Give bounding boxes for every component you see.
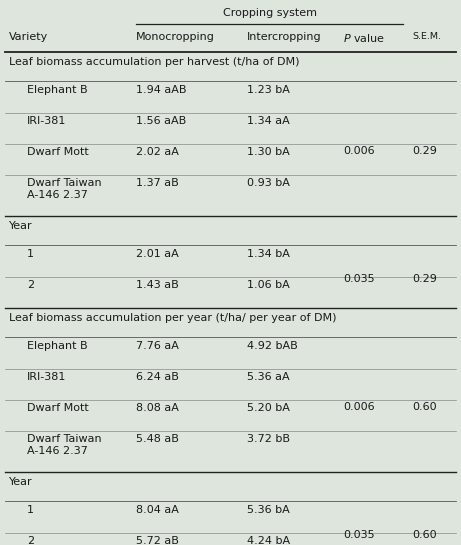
Text: 1.23 bA: 1.23 bA	[247, 85, 290, 95]
Text: 0.60: 0.60	[413, 402, 437, 411]
Text: 1.06 bA: 1.06 bA	[247, 280, 290, 290]
Text: 0.006: 0.006	[343, 402, 375, 411]
Text: Cropping system: Cropping system	[223, 8, 317, 18]
Text: 1.34 aA: 1.34 aA	[247, 116, 290, 126]
Text: $\it{P}$ value: $\it{P}$ value	[343, 32, 385, 44]
Text: Monocropping: Monocropping	[136, 32, 215, 42]
Text: 1.94 aAB: 1.94 aAB	[136, 85, 187, 95]
Text: 4.24 bA: 4.24 bA	[247, 536, 290, 545]
Text: 1.56 aAB: 1.56 aAB	[136, 116, 186, 126]
Text: 1: 1	[27, 505, 34, 515]
Text: 8.04 aA: 8.04 aA	[136, 505, 179, 515]
Text: 1: 1	[27, 249, 34, 259]
Text: Leaf biomass accumulation per harvest (t/ha of DM): Leaf biomass accumulation per harvest (t…	[9, 57, 300, 67]
Text: Dwarf Taiwan
A-146 2.37: Dwarf Taiwan A-146 2.37	[27, 178, 102, 199]
Text: 1.30 bA: 1.30 bA	[247, 147, 290, 157]
Text: 0.93 bA: 0.93 bA	[247, 178, 290, 188]
Text: Elephant B: Elephant B	[27, 85, 88, 95]
Text: Variety: Variety	[9, 32, 48, 42]
Text: Leaf biomass accumulation per year (t/ha/ per year of DM): Leaf biomass accumulation per year (t/ha…	[9, 313, 337, 323]
Text: Dwarf Mott: Dwarf Mott	[27, 147, 89, 157]
Text: 1.43 aB: 1.43 aB	[136, 280, 179, 290]
Text: 2: 2	[27, 280, 35, 290]
Text: 5.36 aA: 5.36 aA	[247, 372, 289, 382]
Text: 0.29: 0.29	[413, 274, 437, 283]
Text: 0.035: 0.035	[343, 530, 375, 540]
Text: 1.34 bA: 1.34 bA	[247, 249, 290, 259]
Text: Intercropping: Intercropping	[247, 32, 321, 42]
Text: Year: Year	[9, 221, 33, 231]
Text: Dwarf Taiwan
A-146 2.37: Dwarf Taiwan A-146 2.37	[27, 434, 102, 456]
Text: 0.60: 0.60	[413, 530, 437, 540]
Text: 5.36 bA: 5.36 bA	[247, 505, 290, 515]
Text: 7.76 aA: 7.76 aA	[136, 341, 179, 351]
Text: 0.006: 0.006	[343, 146, 375, 155]
Text: 4.92 bAB: 4.92 bAB	[247, 341, 297, 351]
Text: 2.01 aA: 2.01 aA	[136, 249, 179, 259]
Text: S.E.M.: S.E.M.	[413, 32, 442, 41]
Text: 6.24 aB: 6.24 aB	[136, 372, 179, 382]
Text: 2.02 aA: 2.02 aA	[136, 147, 179, 157]
Text: 1.37 aB: 1.37 aB	[136, 178, 179, 188]
Text: IRI-381: IRI-381	[27, 116, 66, 126]
Text: 3.72 bB: 3.72 bB	[247, 434, 290, 444]
Text: IRI-381: IRI-381	[27, 372, 66, 382]
Text: 2: 2	[27, 536, 35, 545]
Text: 8.08 aA: 8.08 aA	[136, 403, 179, 413]
Text: 5.20 bA: 5.20 bA	[247, 403, 290, 413]
Text: Elephant B: Elephant B	[27, 341, 88, 351]
Text: 5.48 aB: 5.48 aB	[136, 434, 179, 444]
Text: 0.29: 0.29	[413, 146, 437, 155]
Text: Year: Year	[9, 477, 33, 487]
Text: 0.035: 0.035	[343, 274, 375, 283]
Text: Dwarf Mott: Dwarf Mott	[27, 403, 89, 413]
Text: 5.72 aB: 5.72 aB	[136, 536, 179, 545]
